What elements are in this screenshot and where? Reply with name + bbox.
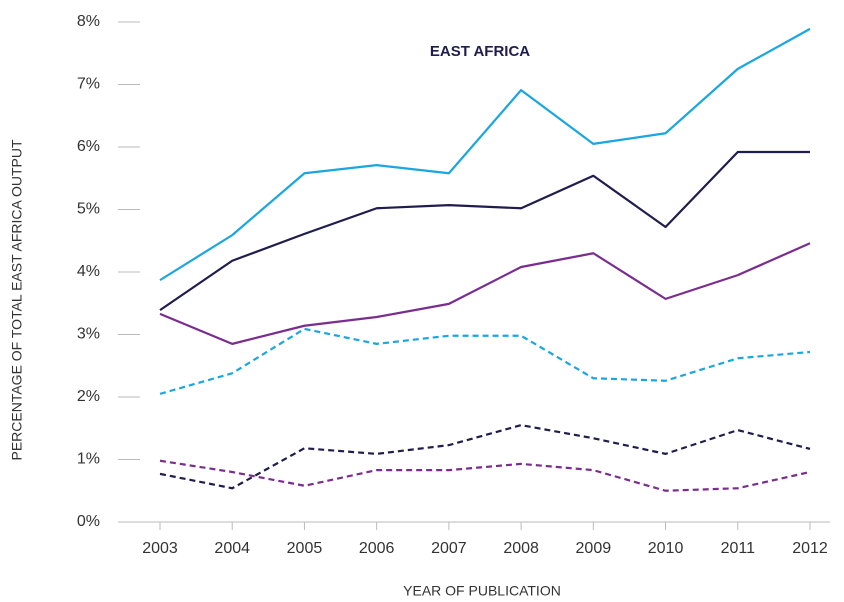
series-line — [159, 242, 811, 345]
y-tick-label: 5% — [77, 201, 100, 218]
y-tick-label: 1% — [77, 451, 100, 468]
y-axis-title: PERCENTAGE OF TOTAL EAST AFRICA OUTPUT — [9, 139, 25, 460]
chart-title: EAST AFRICA — [430, 43, 530, 60]
x-tick-label: 2007 — [431, 540, 467, 557]
x-tick-label: 2005 — [287, 540, 323, 557]
x-axis-title: YEAR OF PUBLICATION — [403, 583, 561, 599]
y-tick-label: 7% — [77, 76, 100, 93]
x-tick-label: 2006 — [359, 540, 395, 557]
x-tick-label: 2003 — [142, 540, 178, 557]
y-tick-label: 2% — [77, 388, 100, 405]
x-tick-label: 2009 — [576, 540, 612, 557]
y-tick-label: 0% — [77, 513, 100, 530]
x-tick-label: 2010 — [648, 540, 684, 557]
x-tick-label: 2004 — [214, 540, 250, 557]
x-tick-label: 2008 — [503, 540, 539, 557]
series-line — [159, 459, 811, 492]
x-tick-label: 2012 — [792, 540, 828, 557]
y-tick-label: 4% — [77, 263, 100, 280]
series-line — [159, 150, 810, 312]
y-tick-label: 6% — [77, 138, 100, 155]
series-line — [159, 327, 811, 395]
y-tick-label: 3% — [77, 326, 100, 343]
y-tick-label: 8% — [77, 13, 100, 30]
series-line — [159, 424, 811, 490]
x-tick-label: 2011 — [721, 540, 756, 557]
series-line — [159, 27, 811, 282]
